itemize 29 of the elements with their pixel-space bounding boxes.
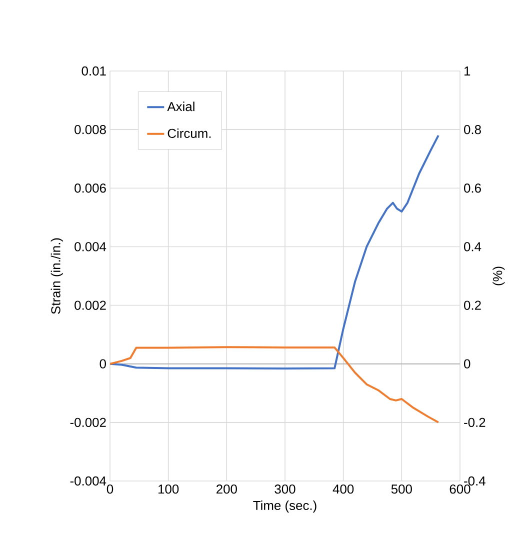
line-series: [110, 346, 440, 424]
y-tick-label: 0.002: [74, 300, 106, 310]
y2-tick-label: 0.2: [464, 300, 481, 310]
y-axis-title: Strain (in./in.): [50, 238, 63, 314]
y2-tick-label: -0.4: [464, 476, 486, 486]
x-tick-label: 400: [332, 484, 354, 494]
x-tick-label: 200: [216, 484, 237, 494]
y2-tick-label: 1: [464, 66, 470, 76]
y-tick-label: -0.002: [70, 418, 106, 428]
y-tick-label: -0.004: [70, 476, 106, 486]
x-tick-label: 100: [158, 484, 179, 494]
x-tick-label: 0: [106, 484, 114, 494]
y2-tick-label: 0.4: [464, 242, 482, 252]
y2-tick-label: 0.8: [464, 124, 481, 134]
y2-tick-label: 0: [464, 359, 470, 368]
x-tick-label: 600: [450, 484, 470, 494]
y2-axis-title: (%): [492, 266, 505, 286]
y-tick-label: 0.006: [74, 184, 106, 193]
y-tick-label: 0.01: [82, 66, 106, 76]
x-tick-label: 500: [391, 484, 412, 494]
y2-tick-label: 0.6: [464, 184, 481, 193]
legend-label: Axial: [167, 102, 194, 112]
legend-label: Circum.: [168, 128, 211, 138]
y2-tick-label: -0.2: [464, 418, 486, 428]
y-tick-label: 0.004: [74, 242, 106, 252]
x-tick-label: 300: [274, 484, 296, 494]
x-axis-title: Time (sec.): [253, 500, 316, 513]
y-tick-label: 0.008: [74, 124, 106, 134]
y-tick-label: 0: [100, 359, 106, 368]
